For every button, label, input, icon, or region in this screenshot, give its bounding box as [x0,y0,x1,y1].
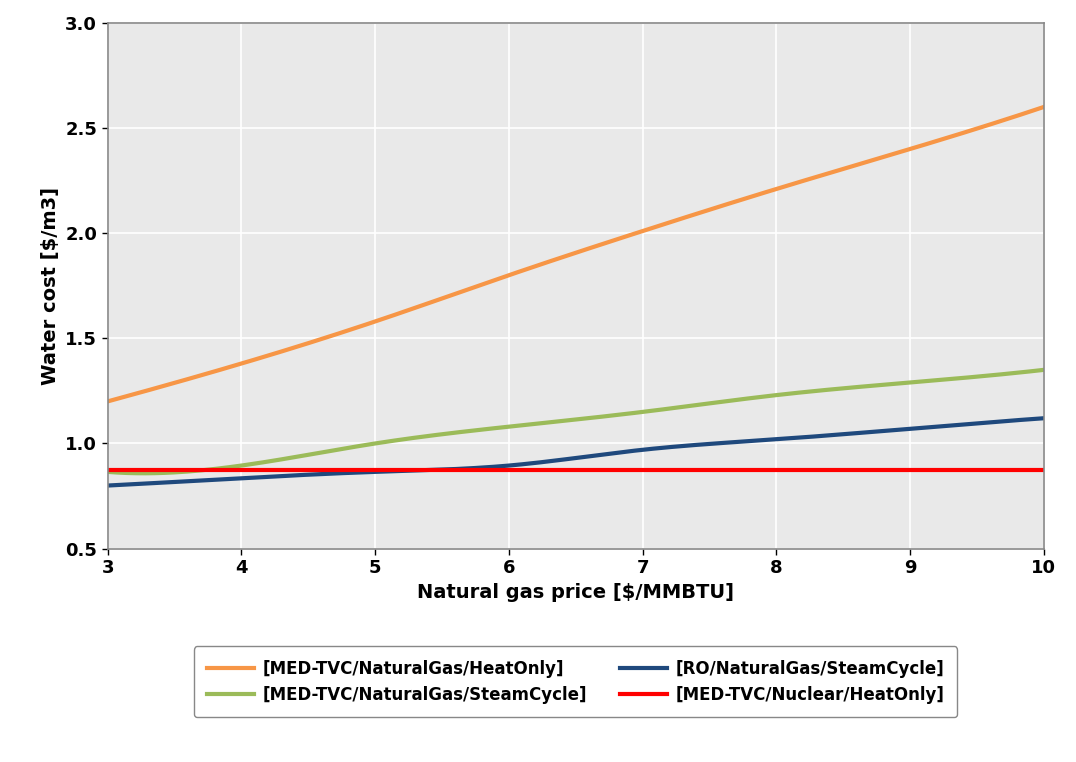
Legend: [MED-TVC/NaturalGas/HeatOnly], [MED-TVC/NaturalGas/SteamCycle], [RO/NaturalGas/S: [MED-TVC/NaturalGas/HeatOnly], [MED-TVC/… [194,646,958,717]
X-axis label: Natural gas price [$/MMBTU]: Natural gas price [$/MMBTU] [417,583,734,602]
Y-axis label: Water cost [$/m3]: Water cost [$/m3] [41,187,60,385]
